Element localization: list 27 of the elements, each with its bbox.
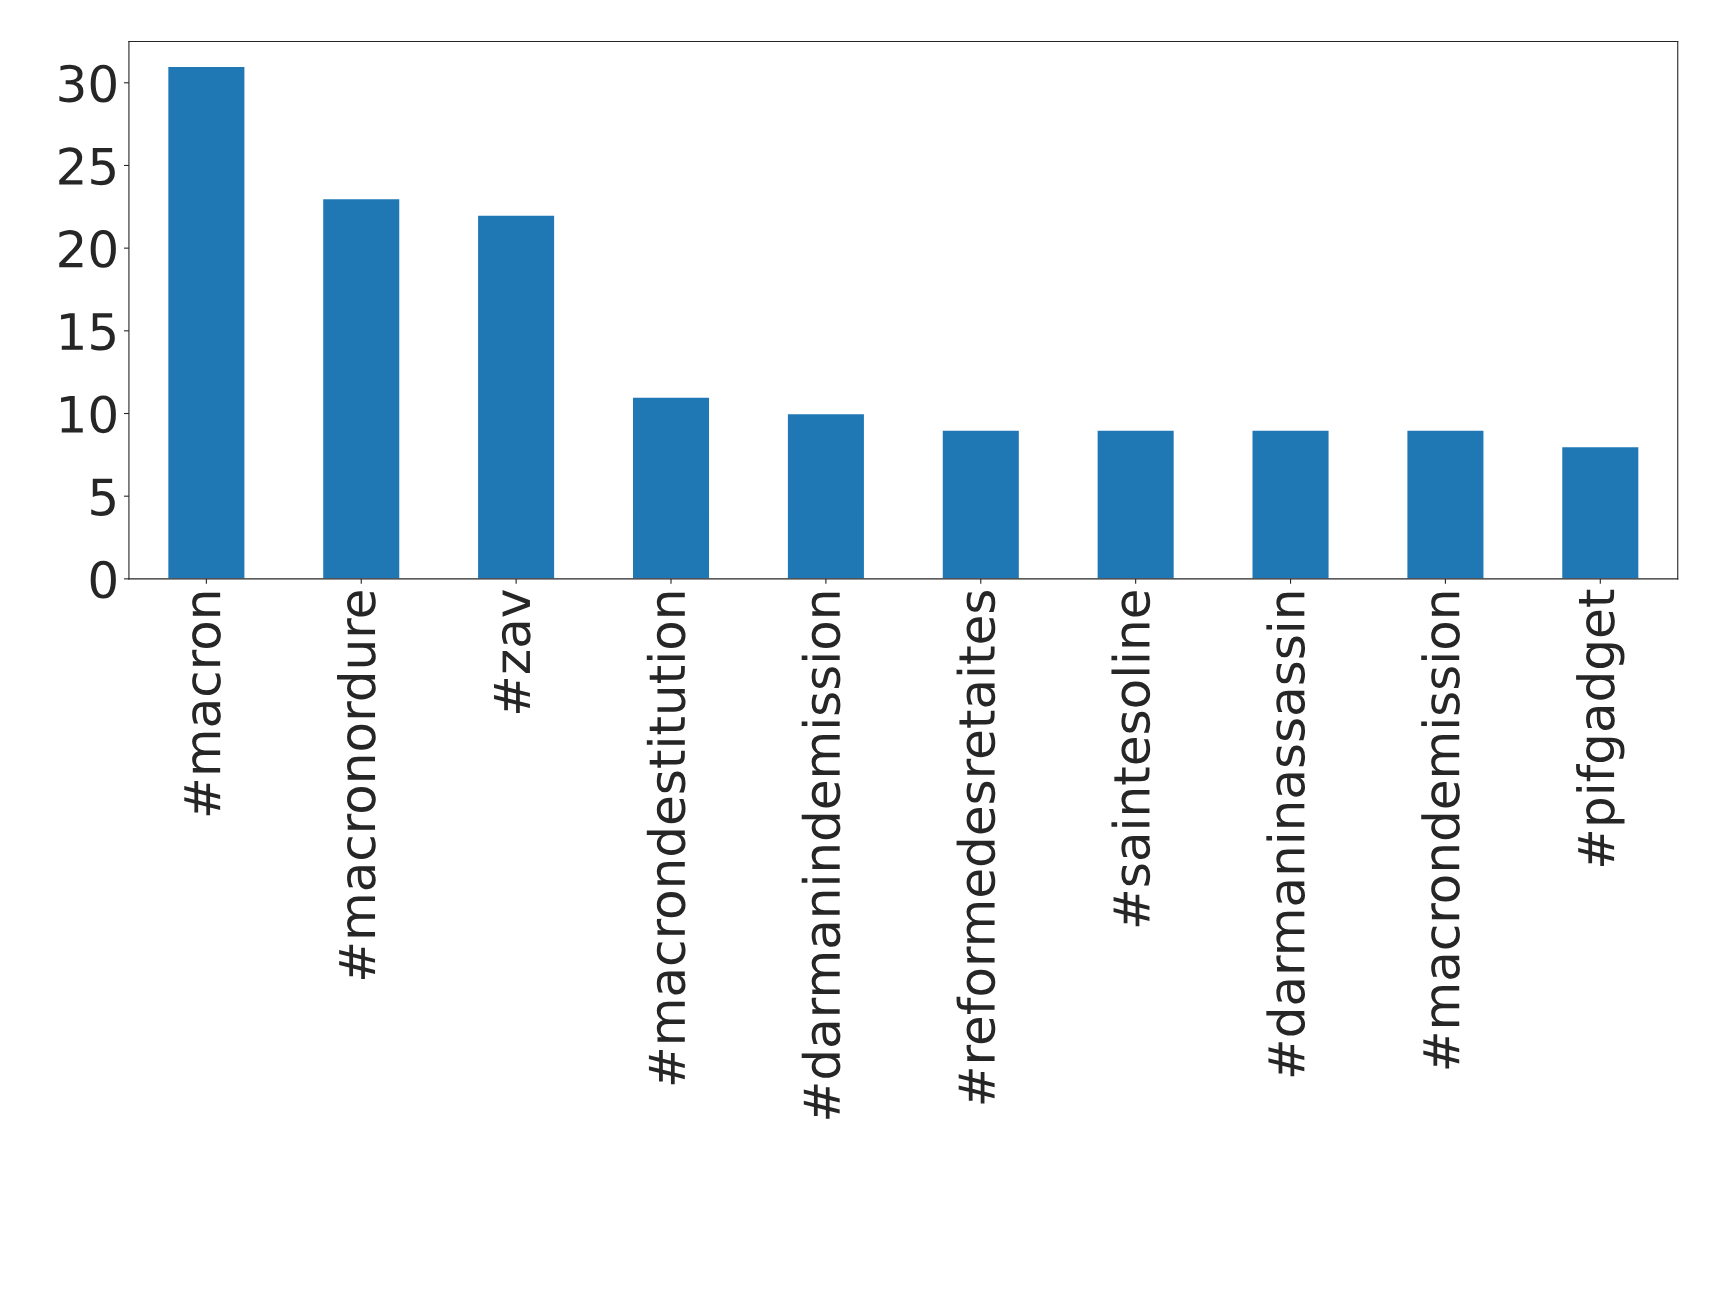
bar [631,396,711,579]
x-tick-label: #darmaninassassin [1266,592,1306,1077]
bar [786,412,866,579]
y-tick-label: 0 [90,560,116,599]
y-tick-label: 30 [59,64,116,103]
x-tick-label: #macrondestitution [646,592,686,1085]
bar [166,65,246,579]
y-tick-label: 20 [59,230,116,268]
x-tick-label: #macron [184,592,221,816]
bar [1096,429,1176,579]
bar [1560,445,1640,579]
y-tick-label: 25 [59,147,115,186]
bar [476,214,556,579]
x-tick-label: #macronordure [337,591,376,980]
bar [1251,429,1330,579]
bar [1406,429,1485,579]
y-tick-label: 5 [91,478,115,516]
x-tick-label: #saintesoline [1111,591,1151,927]
bar [941,429,1021,579]
x-tick-label: #darmanindemission [801,592,841,1119]
x-tick-label: #pifgadget [1576,589,1625,867]
x-tick-label: #macrondemission [1421,592,1460,1069]
bar [321,197,401,579]
x-tick-label: #reformedesretaites [956,591,996,1104]
x-tick-label: #zav [494,590,531,714]
y-tick-label: 15 [61,313,115,351]
y-tick-label: 10 [61,395,116,434]
